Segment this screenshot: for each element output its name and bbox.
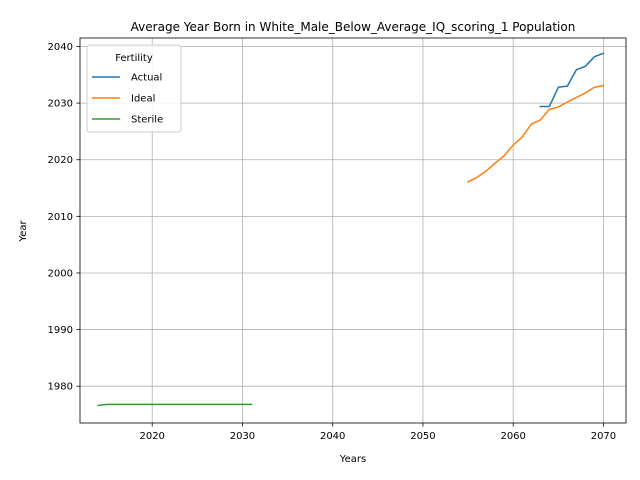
legend-label-sterile: Sterile: [131, 115, 163, 126]
x-tick-label: 2060: [500, 431, 525, 442]
chart-title: Average Year Born in White_Male_Below_Av…: [131, 20, 576, 34]
x-tick-label: 2020: [139, 431, 164, 442]
series-lines: [97, 52, 605, 407]
y-tick-label: 2020: [48, 155, 73, 166]
legend-label-ideal: Ideal: [131, 94, 155, 105]
series-line-actual: [539, 52, 605, 108]
legend-items: Actual Ideal Sterile: [92, 73, 163, 126]
x-tick-label: 2070: [591, 431, 616, 442]
legend-label-actual: Actual: [131, 73, 162, 84]
series-line-sterile: [97, 403, 253, 407]
y-tick-label: 2030: [48, 99, 73, 110]
plot-frame: [79, 37, 627, 424]
x-axis-ticks: 2020 2030 2040 2050 2060 2070: [139, 423, 616, 442]
y-tick-label: 2010: [48, 212, 73, 223]
x-tick-label: 2040: [320, 431, 345, 442]
x-tick-label: 2030: [230, 431, 255, 442]
legend-title: Fertility: [115, 53, 153, 64]
x-axis-label: Years: [339, 454, 366, 465]
grid: [80, 38, 626, 423]
y-tick-label: 2000: [48, 268, 73, 279]
y-tick-label: 2040: [48, 42, 73, 53]
y-tick-label: 1980: [48, 382, 73, 393]
y-axis-ticks: 1980 1990 2000 2010 2020 2030 2040: [48, 42, 80, 393]
legend-box: [86, 44, 182, 133]
legend: Fertility Actual Ideal Sterile: [86, 44, 182, 133]
x-tick-label: 2050: [410, 431, 435, 442]
series-line-ideal: [467, 84, 605, 183]
y-axis-label: Year: [18, 220, 29, 243]
y-tick-label: 1990: [48, 325, 73, 336]
